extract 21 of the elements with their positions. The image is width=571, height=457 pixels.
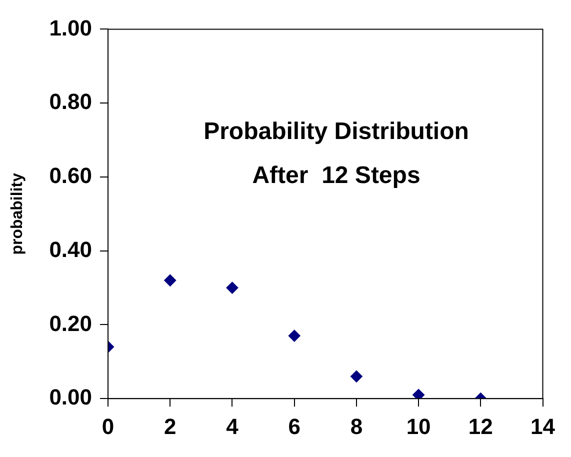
x-tick-label: 6 (288, 414, 300, 439)
point (412, 388, 425, 399)
x-tick-label: 14 (530, 414, 556, 439)
x-tick-label: 8 (350, 414, 363, 439)
x-tick-label: 2 (164, 414, 176, 439)
y-tick-label: 0.00 (49, 384, 92, 410)
y-tick-label: 1.00 (49, 15, 92, 40)
y-tick-label: 0.60 (49, 163, 92, 188)
y-tick-label: 0.20 (49, 310, 92, 336)
y-axis-title: probability (9, 172, 26, 255)
point (226, 282, 238, 294)
x-tick-label: 4 (226, 414, 240, 439)
x-tick-label: 10 (406, 414, 431, 439)
point (288, 330, 300, 342)
x-tick-label: 12 (468, 414, 493, 439)
point (164, 274, 176, 286)
text: Probability Distribution After 12 Steps (204, 118, 469, 189)
y-tick-label: 0.80 (49, 89, 92, 114)
x-tick-label: 0 (102, 414, 114, 439)
point (350, 370, 362, 382)
y-tick-label: 0.40 (49, 236, 92, 262)
